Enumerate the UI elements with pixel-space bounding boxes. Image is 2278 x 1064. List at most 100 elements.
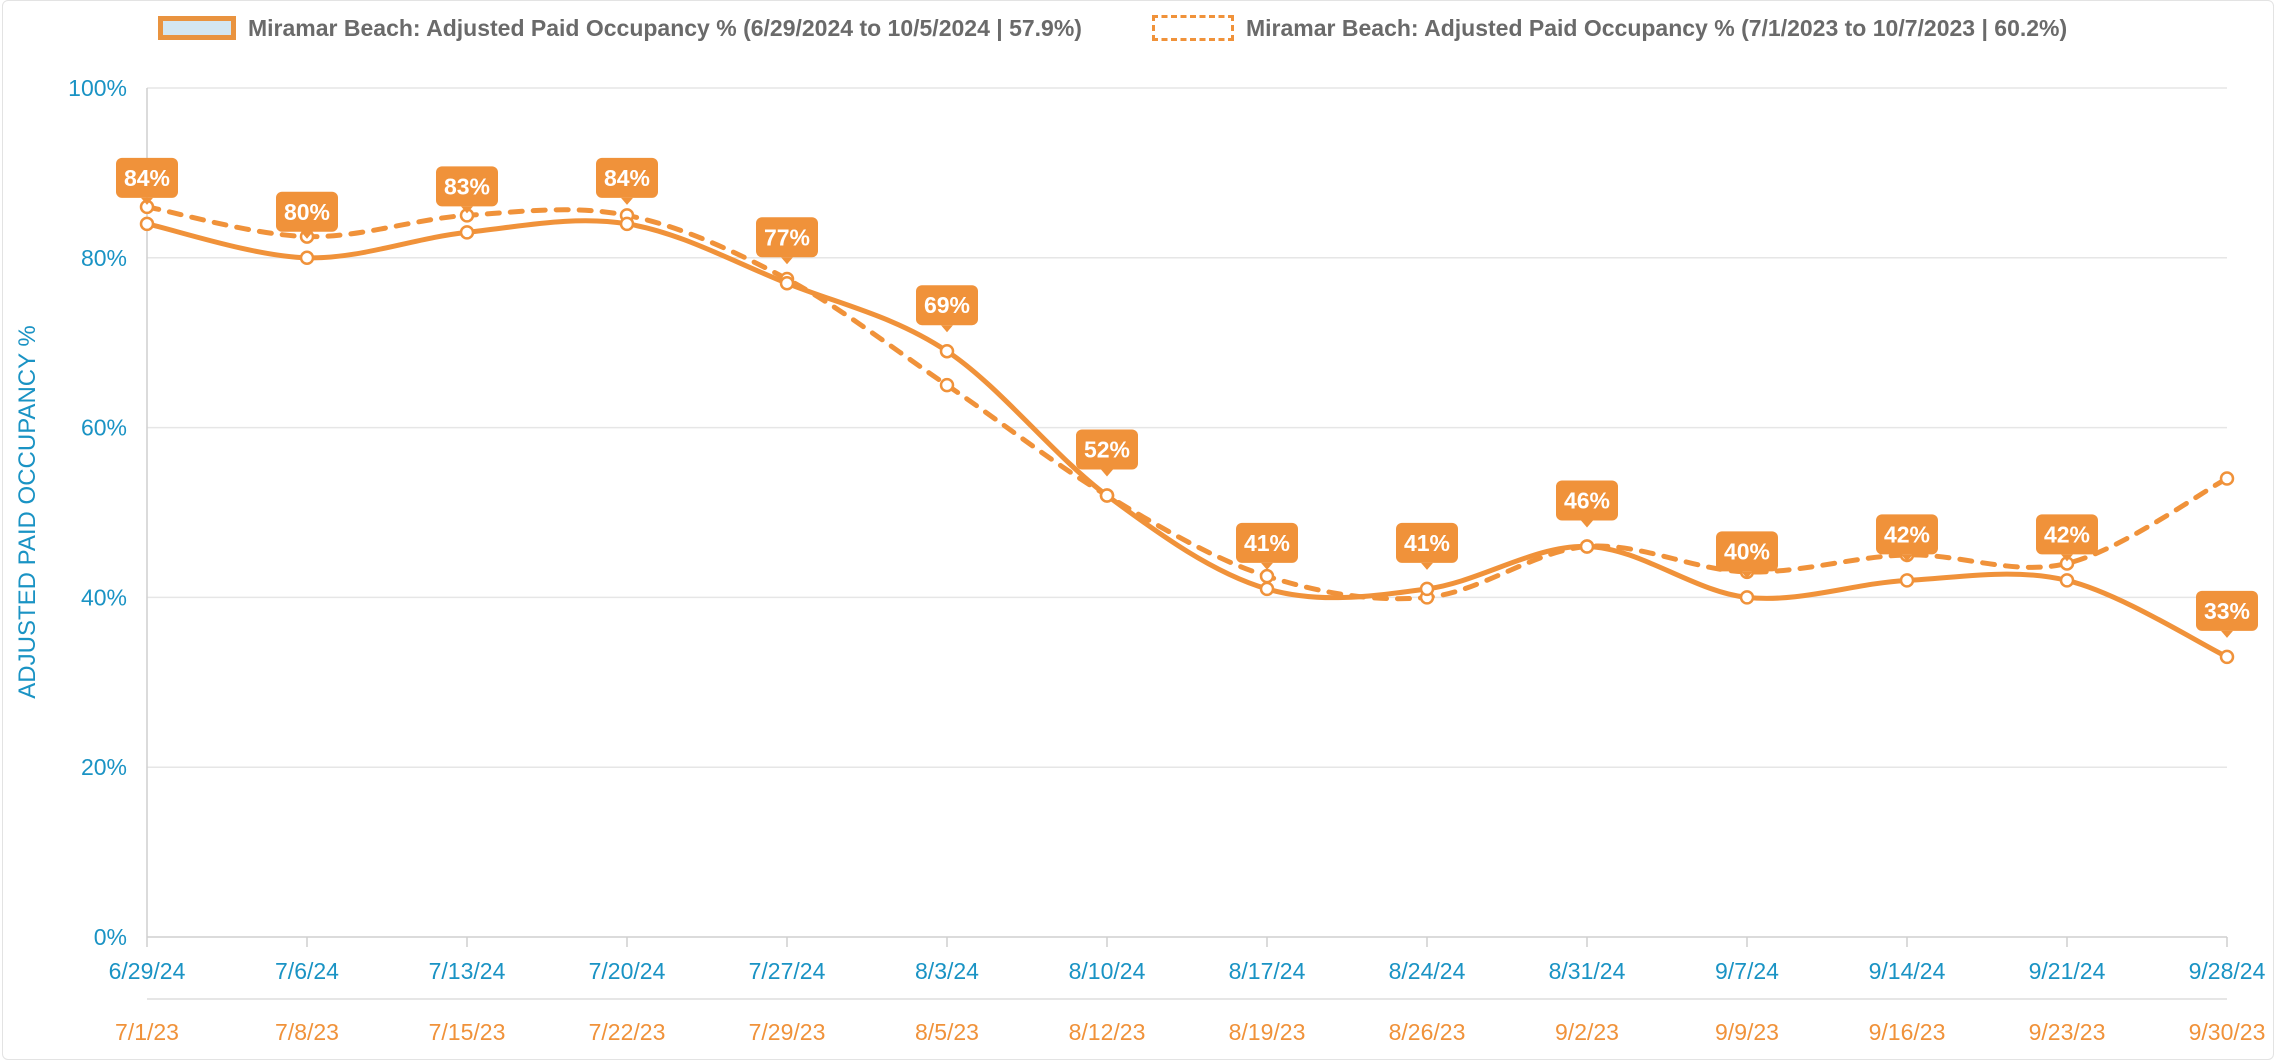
x-tick-label: 8/10/24 <box>1069 958 1146 984</box>
data-label-badge <box>1716 531 1778 572</box>
data-label-pointer <box>301 231 313 239</box>
data-labels: 84% 80% 83% 84% 77% 69% 52% 41% 41% 46% 40% 42% 42% 3… <box>116 157 2258 638</box>
x-tick-label-secondary: 8/26/23 <box>1389 1019 1466 1045</box>
x-tick-label-secondary: 7/29/23 <box>749 1019 826 1045</box>
data-point-2023 <box>939 377 955 393</box>
data-point-2024 <box>939 343 955 359</box>
x-tick-label: 8/24/24 <box>1389 958 1466 984</box>
x-tick-label: 7/20/24 <box>589 958 666 984</box>
data-label: 77% <box>756 217 818 265</box>
data-label-pointer <box>1901 554 1913 562</box>
y-tick-label: 0% <box>94 924 127 950</box>
data-label-pointer <box>1741 571 1753 579</box>
y-axis-label: ADJUSTED PAID OCCUPANCY % <box>14 325 41 698</box>
x-tick-label-secondary: 8/5/23 <box>915 1019 979 1045</box>
data-label: 42% <box>2036 514 2098 562</box>
data-label-badge <box>2196 590 2258 631</box>
x-tick-label-secondary: 7/15/23 <box>429 1019 506 1045</box>
x-tick-label-secondary: 9/30/23 <box>2189 1019 2266 1045</box>
data-point-2024 <box>1419 581 1435 597</box>
data-label-badge <box>1236 522 1298 563</box>
data-label-text: 42% <box>1884 521 1930 547</box>
x-tick-label-secondary: 8/12/23 <box>1069 1019 1146 1045</box>
x-tick-label: 9/14/24 <box>1869 958 1946 984</box>
series-line-2024 <box>144 218 2230 660</box>
data-point-2024 <box>1099 488 1115 503</box>
data-label: 52% <box>1076 429 1138 477</box>
y-axis: 0% 20% 40% 60% 80% 100% <box>68 75 127 950</box>
data-label-text: 83% <box>444 173 490 199</box>
series-lines <box>144 204 2230 660</box>
data-label-badge <box>1076 429 1138 470</box>
x-tick-label: 6/29/24 <box>109 958 186 984</box>
data-label-pointer <box>141 197 153 205</box>
data-label-pointer <box>2061 554 2073 562</box>
legend-swatch-2024 <box>158 16 236 40</box>
data-label-text: 77% <box>764 224 810 250</box>
data-label-badge <box>756 217 818 258</box>
x-tick-label: 7/27/24 <box>749 958 826 984</box>
y-tick-label: 20% <box>81 754 127 780</box>
data-label-pointer <box>1421 562 1433 570</box>
data-point-2024 <box>2059 573 2075 588</box>
x-tick-label: 9/21/24 <box>2029 958 2106 984</box>
series-points <box>139 199 2235 665</box>
legend-label-2024: Miramar Beach: Adjusted Paid Occupancy %… <box>248 14 1082 41</box>
legend-item-2024[interactable]: Miramar Beach: Adjusted Paid Occupancy %… <box>158 8 1082 48</box>
data-label: 41% <box>1396 522 1458 570</box>
data-label-text: 40% <box>1724 538 1770 564</box>
data-point-2024 <box>459 225 475 240</box>
data-label-badge <box>596 157 658 198</box>
x-tick-label: 9/7/24 <box>1715 958 1779 984</box>
x-tick-label: 9/28/24 <box>2189 958 2266 984</box>
legend-label-2023: Miramar Beach: Adjusted Paid Occupancy %… <box>1246 14 2068 41</box>
series-line-2023 <box>144 204 2230 602</box>
x-tick-label: 8/17/24 <box>1229 958 1306 984</box>
data-label-text: 42% <box>2044 521 2090 547</box>
x-tick-label-secondary: 9/16/23 <box>1869 1019 1946 1045</box>
data-label: 41% <box>1236 522 1298 570</box>
data-label-badge <box>1556 480 1618 521</box>
x-tick-label-secondary: 8/19/23 <box>1229 1019 1306 1045</box>
data-label: 84% <box>116 157 178 205</box>
data-label-badge <box>1876 514 1938 555</box>
data-label-text: 41% <box>1404 530 1450 556</box>
data-point-2024 <box>2219 649 2235 665</box>
y-tick-label: 40% <box>81 584 127 610</box>
data-label: 80% <box>276 191 338 239</box>
data-label-text: 84% <box>604 165 650 191</box>
x-axis: 6/29/24 7/1/23 7/6/24 7/8/23 7/13/24 7/15/23 7… <box>109 937 2266 1045</box>
x-tick-label: 8/31/24 <box>1549 958 1626 984</box>
data-label-text: 84% <box>124 165 170 191</box>
data-label-pointer <box>2221 630 2233 638</box>
data-label-badge <box>276 191 338 232</box>
data-label-badge <box>1396 522 1458 563</box>
data-point-2024 <box>1899 573 1915 588</box>
x-tick-label-secondary: 7/1/23 <box>115 1019 179 1045</box>
data-label-text: 41% <box>1244 530 1290 556</box>
data-label-pointer <box>1101 469 1113 477</box>
data-point-2024 <box>779 276 795 291</box>
data-label-badge <box>436 166 498 207</box>
data-point-2023 <box>1259 568 1275 584</box>
data-label: 33% <box>2196 590 2258 638</box>
data-label-pointer <box>781 257 793 265</box>
legend-swatch-2023 <box>1152 15 1234 41</box>
x-tick-label-secondary: 9/23/23 <box>2029 1019 2106 1045</box>
data-label-badge <box>116 157 178 198</box>
data-label: 40% <box>1716 531 1778 579</box>
y-tick-label: 100% <box>68 75 127 101</box>
legend: Miramar Beach: Adjusted Paid Occupancy %… <box>0 8 2278 48</box>
x-tick-label-secondary: 9/2/23 <box>1555 1019 1619 1045</box>
data-label-pointer <box>1581 520 1593 528</box>
data-label-pointer <box>941 325 953 333</box>
x-tick-label: 7/13/24 <box>429 958 506 984</box>
data-label-text: 33% <box>2204 598 2250 624</box>
data-label: 83% <box>436 166 498 214</box>
y-tick-label: 80% <box>81 245 127 271</box>
data-label: 84% <box>596 157 658 205</box>
legend-item-2023[interactable]: Miramar Beach: Adjusted Paid Occupancy %… <box>1152 8 2067 48</box>
data-label-text: 69% <box>924 292 970 318</box>
data-label-pointer <box>621 197 633 205</box>
